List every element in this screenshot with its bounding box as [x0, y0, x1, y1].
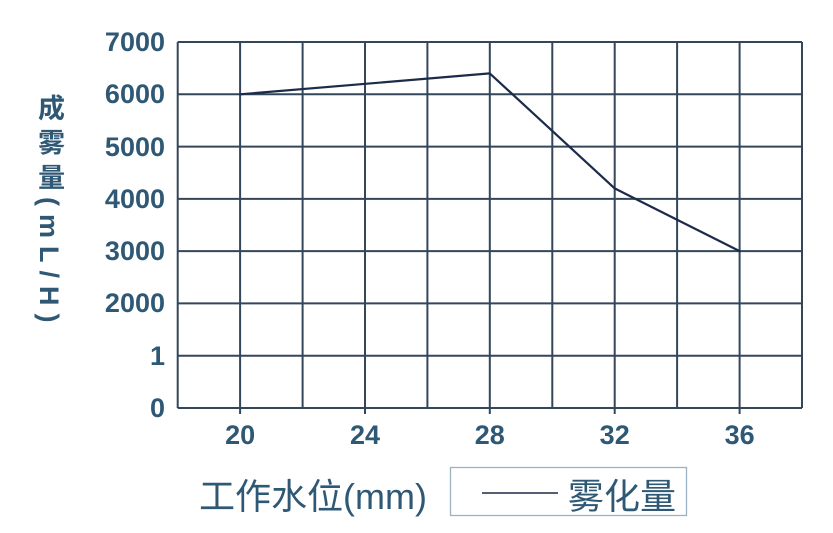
svg-text:4000: 4000: [105, 184, 165, 214]
svg-text:24: 24: [350, 420, 380, 450]
svg-text:6000: 6000: [105, 79, 165, 109]
svg-text:36: 36: [725, 420, 755, 450]
svg-text:5000: 5000: [105, 132, 165, 162]
svg-text:2000: 2000: [105, 288, 165, 318]
svg-text:7000: 7000: [105, 27, 165, 57]
svg-text:0: 0: [150, 393, 165, 423]
svg-text:32: 32: [600, 420, 630, 450]
svg-text:工作水位(mm): 工作水位(mm): [199, 476, 427, 517]
svg-text:28: 28: [475, 420, 505, 450]
svg-text:3000: 3000: [105, 236, 165, 266]
svg-text:1: 1: [150, 341, 165, 371]
svg-text:20: 20: [225, 420, 255, 450]
svg-text:雾化量: 雾化量: [568, 476, 676, 517]
